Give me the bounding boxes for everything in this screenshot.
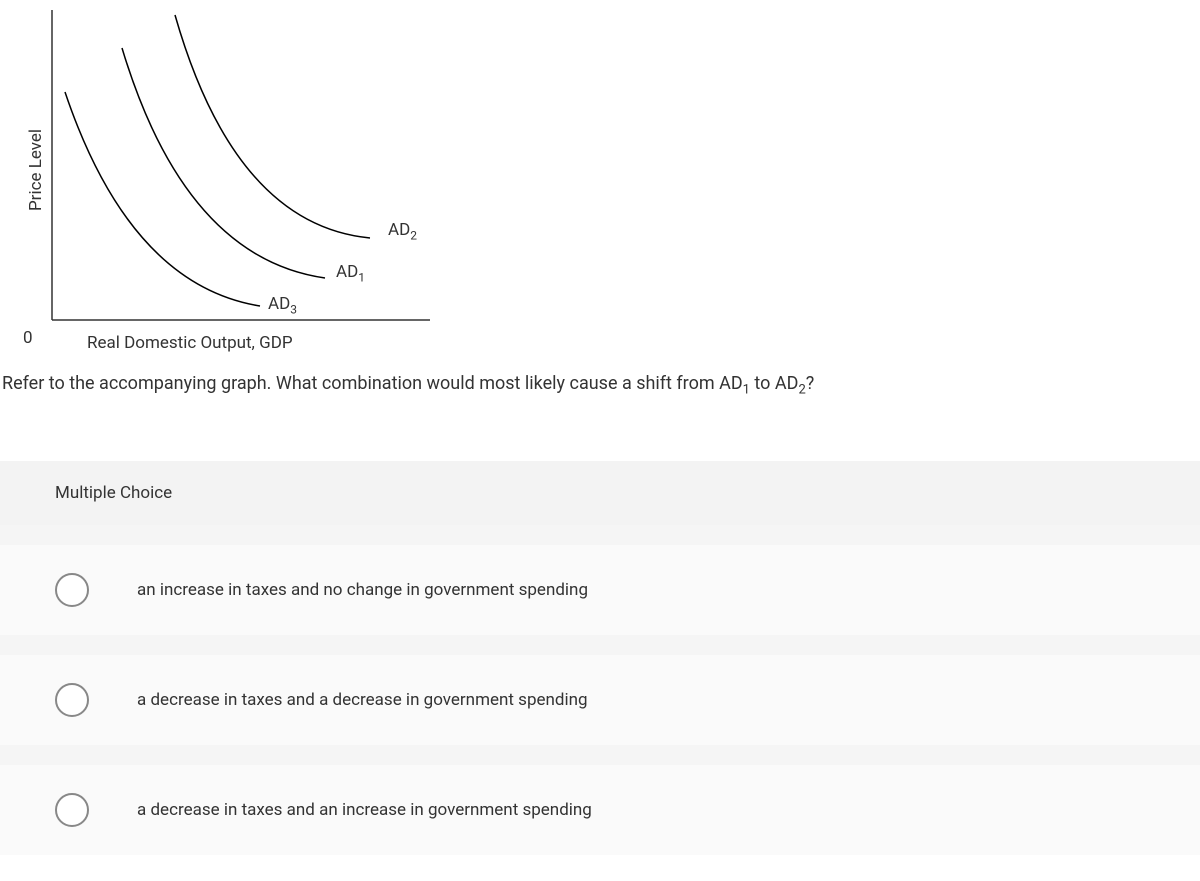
ad-curve-graph: Price Level 0 Real Domestic Output, GDP … — [10, 10, 450, 350]
question-suffix: ? — [806, 373, 815, 394]
multiple-choice-header: Multiple Choice — [0, 461, 1200, 525]
option-1[interactable]: an increase in taxes and no change in go… — [0, 545, 1200, 635]
option-text: a decrease in taxes and an increase in g… — [137, 800, 592, 820]
graph-svg — [10, 10, 450, 350]
question-sub2: 2 — [798, 383, 805, 398]
option-3[interactable]: a decrease in taxes and an increase in g… — [0, 765, 1200, 855]
curve-ad3 — [65, 92, 260, 306]
curve-ad2 — [175, 15, 370, 238]
y-axis-label: Price Level — [26, 129, 46, 211]
question-middle: to AD — [750, 373, 798, 394]
option-2[interactable]: a decrease in taxes and a decrease in go… — [0, 655, 1200, 745]
origin-label: 0 — [23, 328, 33, 348]
curve-label-ad2: AD2 — [388, 220, 417, 242]
question-prefix: Refer to the accompanying graph. What co… — [2, 373, 743, 394]
question-text: Refer to the accompanying graph. What co… — [2, 370, 1200, 401]
option-text: an increase in taxes and no change in go… — [137, 580, 588, 600]
radio-icon[interactable] — [55, 793, 89, 827]
curve-label-ad1: AD1 — [336, 262, 365, 284]
option-text: a decrease in taxes and a decrease in go… — [137, 690, 588, 710]
curve-label-ad3: AD3 — [268, 294, 297, 316]
radio-icon[interactable] — [55, 683, 89, 717]
x-axis-label: Real Domestic Output, GDP — [87, 333, 293, 353]
multiple-choice-section: Multiple Choice an increase in taxes and… — [0, 461, 1200, 855]
radio-icon[interactable] — [55, 573, 89, 607]
curve-ad1 — [122, 48, 325, 278]
question-sub1: 1 — [743, 383, 750, 398]
